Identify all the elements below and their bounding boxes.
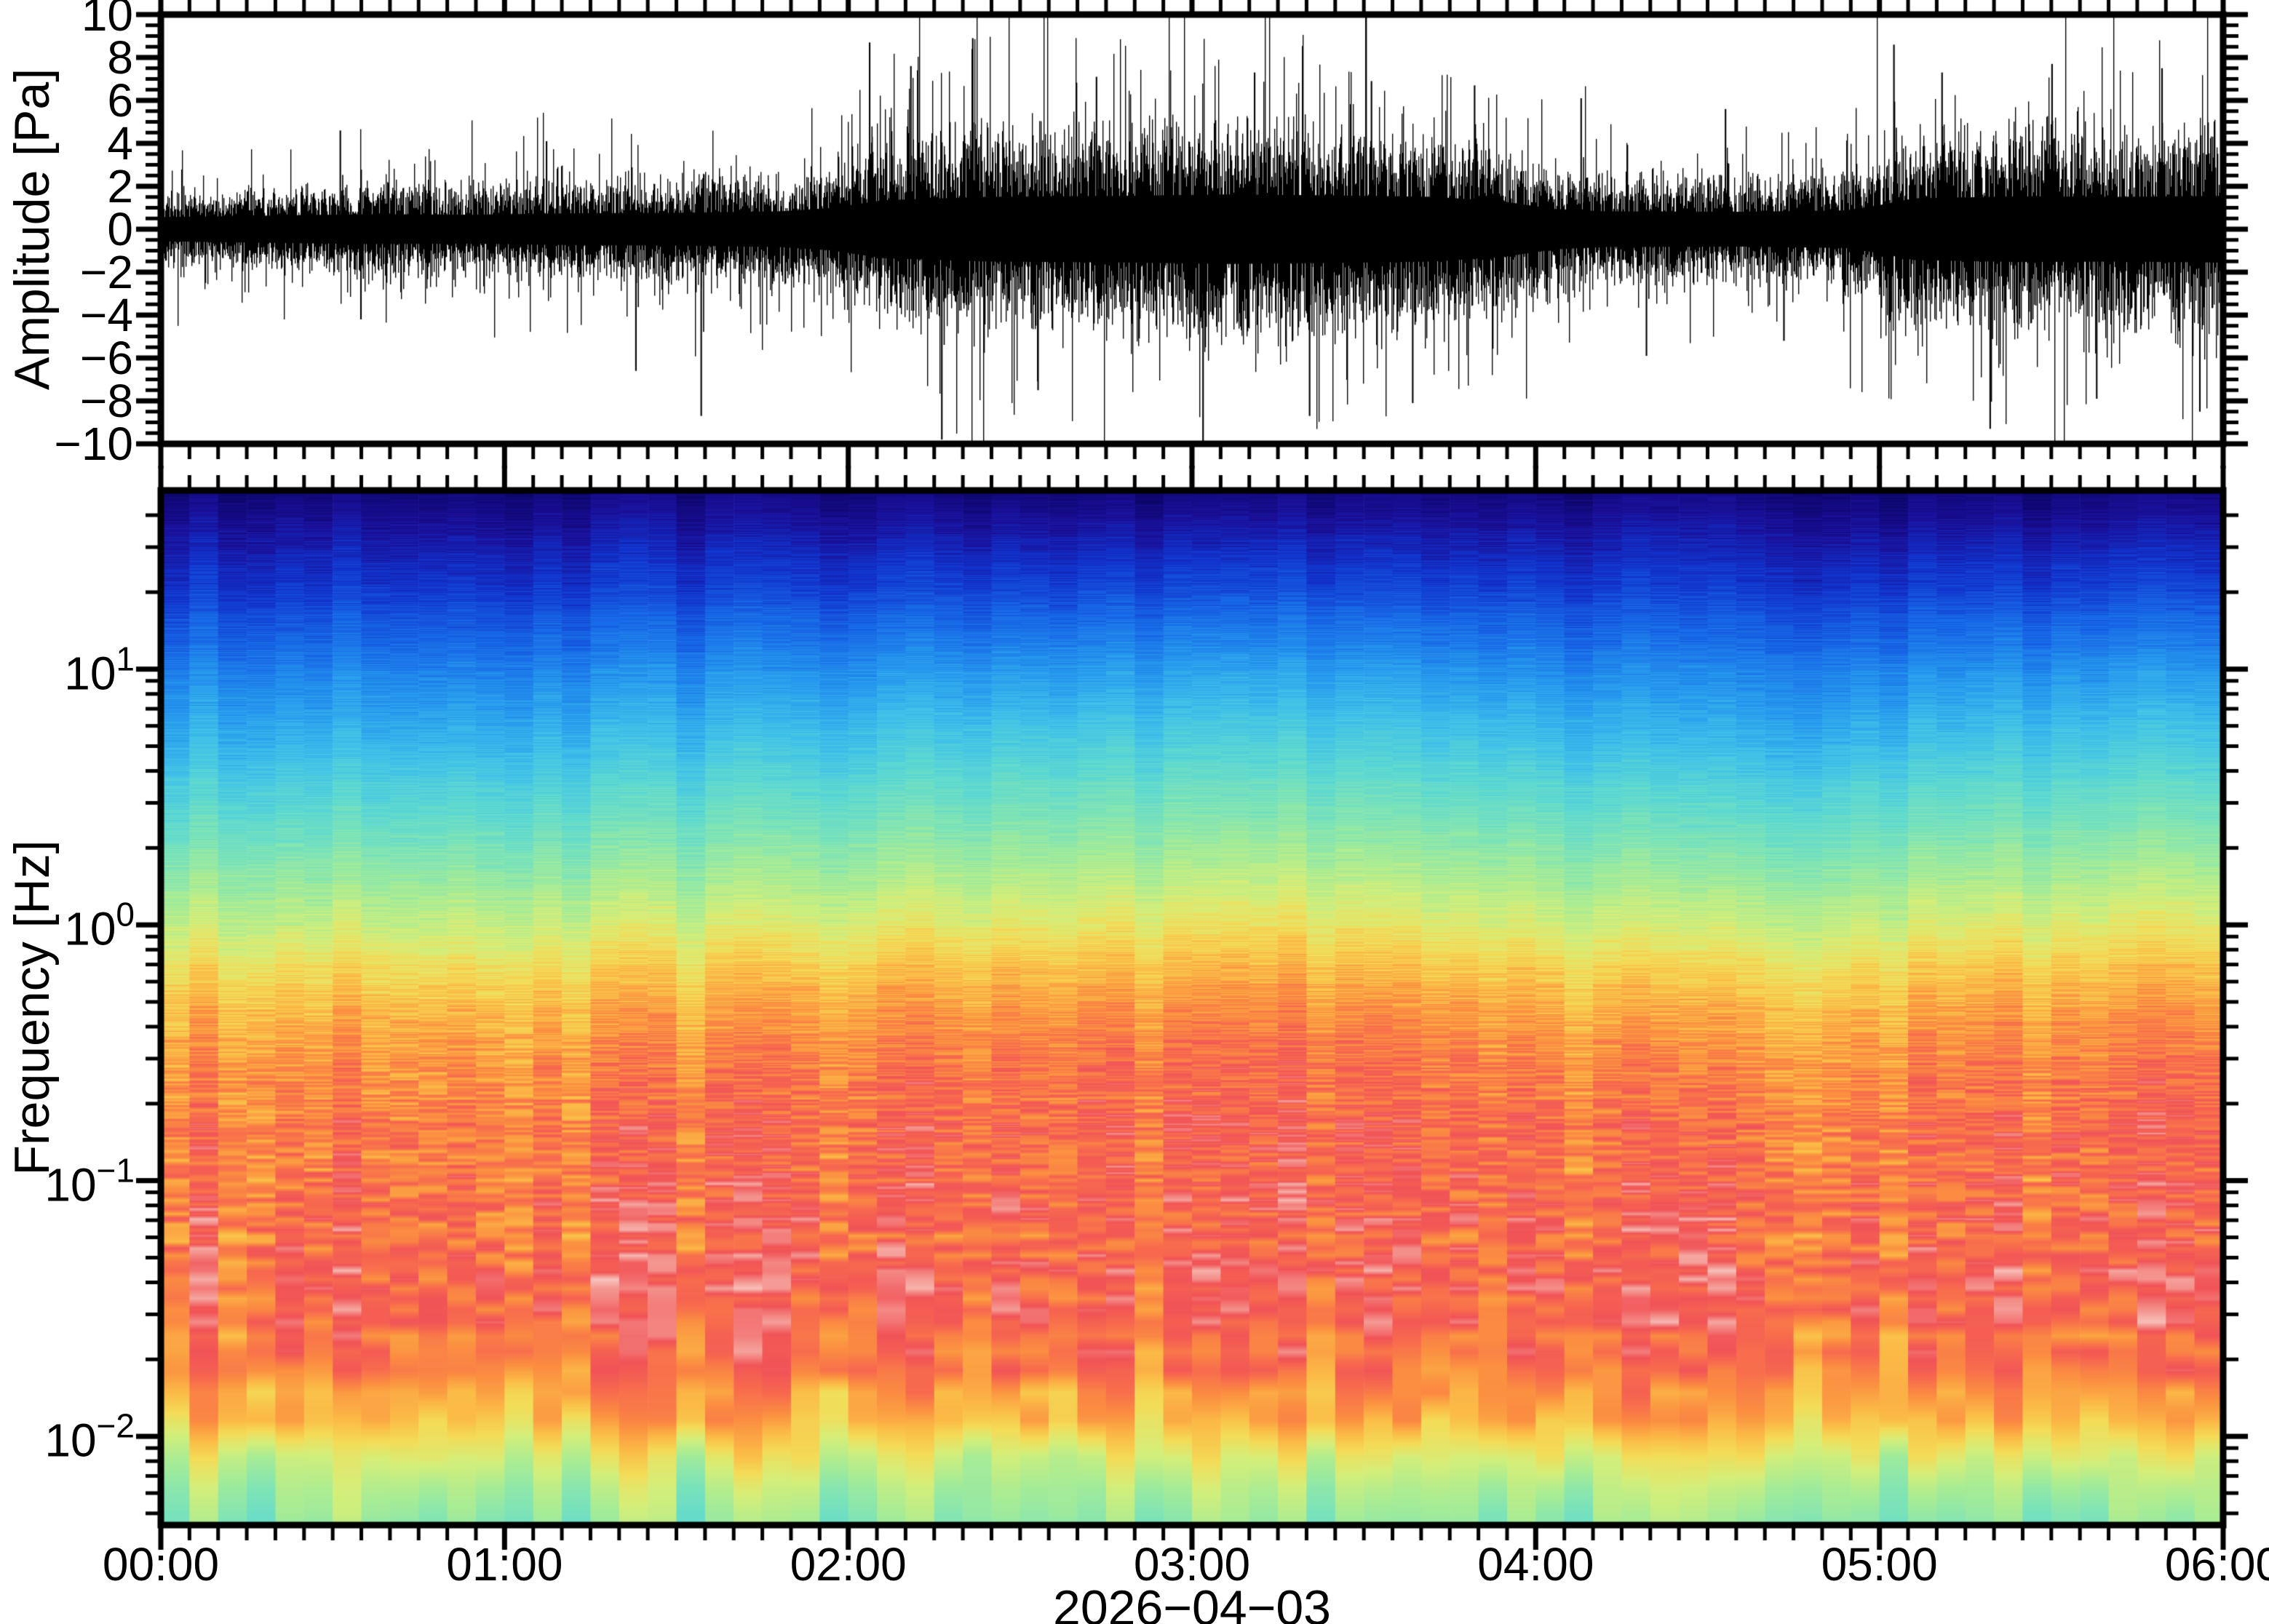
amplitude-tick-label: −6 — [80, 332, 133, 384]
amplitude-tick-label: 8 — [107, 31, 133, 84]
frequency-tick-exponent: −2 — [96, 1406, 135, 1445]
amplitude-tick-label: 10 — [81, 0, 133, 41]
time-tick-label: 05:00 — [1821, 1538, 1938, 1591]
time-tick-label: 00:00 — [102, 1538, 220, 1591]
amplitude-tick-label: −4 — [80, 289, 133, 341]
amplitude-tick-label: 0 — [107, 203, 133, 255]
time-tick-label: 06:00 — [2164, 1538, 2269, 1591]
frequency-tick-label: 10−2 — [44, 1406, 135, 1467]
amplitude-tick-label: 6 — [107, 74, 133, 127]
time-tick-label: 04:00 — [1477, 1538, 1594, 1591]
frequency-tick-label: 10−1 — [44, 1151, 135, 1211]
frequency-tick-exponent: 1 — [116, 640, 135, 678]
amplitude-tick-label: −8 — [80, 375, 133, 427]
frequency-tick-label: 101 — [64, 640, 135, 700]
frequency-tick-exponent: 0 — [116, 895, 135, 934]
time-tick-label: 02:00 — [790, 1538, 907, 1591]
frequency-axis-title: Frequency [Hz] — [4, 840, 60, 1176]
amplitude-tick-label: −10 — [54, 418, 133, 470]
time-tick-label: 03:00 — [1133, 1538, 1251, 1591]
frequency-tick-label: 100 — [64, 895, 135, 955]
amplitude-tick-label: −2 — [80, 246, 133, 298]
amplitude-tick-label: 2 — [107, 160, 133, 212]
amplitude-tick-label: 4 — [107, 117, 133, 170]
time-tick-label: 01:00 — [446, 1538, 563, 1591]
frequency-tick-exponent: −1 — [96, 1151, 135, 1190]
date-label: 2026−04−03 — [1053, 1580, 1331, 1624]
